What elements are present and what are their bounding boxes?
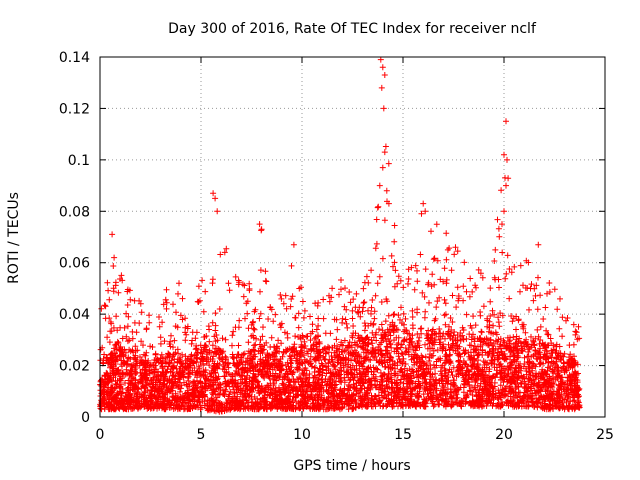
y-tick-label: 0.1 [68, 153, 90, 169]
axis-ticks: 0 5 10 15 20 25 0 0.02 0.04 0.06 0.08 0.1 0.12 0.14 [59, 50, 614, 443]
y-tick-label: 0.06 [59, 256, 90, 272]
x-tick-label: 25 [596, 427, 614, 443]
y-tick-label: 0.02 [59, 359, 90, 375]
x-tick-label: 15 [394, 427, 412, 443]
data-points [97, 56, 583, 415]
y-tick-label: 0 [81, 410, 90, 426]
x-tick-label: 20 [495, 427, 513, 443]
x-tick-label: 5 [197, 427, 206, 443]
y-tick-label: 0.12 [59, 101, 90, 117]
x-tick-label: 10 [293, 427, 311, 443]
x-axis-label: GPS time / hours [293, 458, 410, 474]
chart-title: Day 300 of 2016, Rate Of TEC Index for r… [168, 21, 537, 37]
roti-series-points [97, 56, 583, 415]
y-tick-label: 0.08 [59, 204, 90, 220]
x-tick-label: 0 [96, 427, 105, 443]
y-axis-label: ROTI / TECUs [6, 192, 22, 284]
plot-frame [99, 56, 606, 418]
y-tick-label: 0.14 [59, 50, 90, 66]
y-tick-label: 0.04 [59, 307, 90, 323]
